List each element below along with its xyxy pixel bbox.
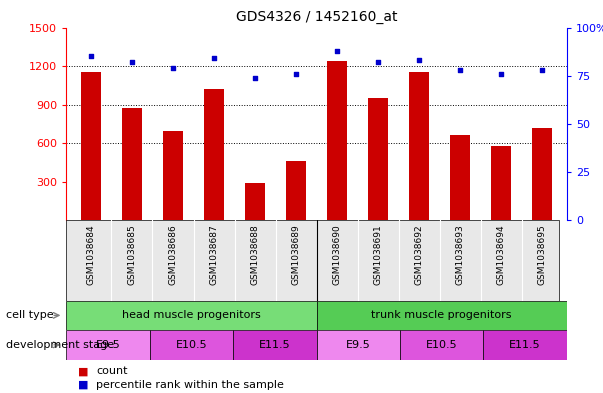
Text: GSM1038684: GSM1038684 (86, 224, 95, 285)
Text: E10.5: E10.5 (426, 340, 458, 350)
Point (332, 48, 342, 54)
Bar (484, 330, 567, 360)
Bar (532, 128, 552, 220)
Text: GSM1038695: GSM1038695 (538, 224, 547, 285)
Point (291, 71, 301, 77)
Bar (245, 183, 265, 220)
Text: trunk muscle progenitors: trunk muscle progenitors (371, 310, 512, 320)
Point (168, 65, 178, 71)
Text: GSM1038685: GSM1038685 (127, 224, 136, 285)
Bar (400, 330, 484, 360)
Text: development stage: development stage (6, 340, 114, 350)
Text: GSM1038694: GSM1038694 (497, 224, 506, 285)
Text: ■: ■ (78, 366, 89, 376)
Bar (122, 108, 142, 220)
Bar (150, 330, 233, 360)
Bar (327, 61, 347, 220)
Text: GSM1038686: GSM1038686 (168, 224, 177, 285)
Point (86, 53, 96, 59)
Point (127, 59, 137, 65)
Text: E10.5: E10.5 (175, 340, 207, 350)
Text: head muscle progenitors: head muscle progenitors (122, 310, 261, 320)
Text: E11.5: E11.5 (510, 340, 541, 350)
Text: percentile rank within the sample: percentile rank within the sample (96, 380, 285, 390)
Point (414, 57, 424, 63)
Bar (317, 330, 400, 360)
Bar (368, 98, 388, 220)
Text: GSM1038688: GSM1038688 (250, 224, 259, 285)
Bar (233, 330, 317, 360)
Point (209, 55, 219, 61)
Bar (286, 161, 306, 220)
Text: E9.5: E9.5 (96, 340, 121, 350)
Point (250, 74, 260, 81)
Text: E11.5: E11.5 (259, 340, 291, 350)
Text: E9.5: E9.5 (346, 340, 371, 350)
Bar (317, 301, 567, 330)
Bar (450, 135, 470, 220)
Bar (66, 330, 150, 360)
Text: GSM1038689: GSM1038689 (292, 224, 300, 285)
Point (496, 71, 506, 77)
Point (537, 67, 547, 73)
Title: GDS4326 / 1452160_at: GDS4326 / 1452160_at (236, 10, 397, 24)
Bar (491, 146, 511, 220)
Bar (163, 132, 183, 220)
Text: ■: ■ (78, 380, 89, 390)
Point (373, 59, 383, 65)
Text: GSM1038692: GSM1038692 (415, 224, 424, 285)
Text: count: count (96, 366, 128, 376)
Text: GSM1038690: GSM1038690 (333, 224, 341, 285)
Bar (81, 72, 101, 220)
Text: GSM1038693: GSM1038693 (456, 224, 465, 285)
Bar (66, 301, 317, 330)
Bar (409, 72, 429, 220)
Text: GSM1038687: GSM1038687 (209, 224, 218, 285)
Text: GSM1038691: GSM1038691 (374, 224, 383, 285)
Bar (204, 89, 224, 220)
Text: cell type: cell type (6, 310, 54, 320)
Point (455, 67, 465, 73)
